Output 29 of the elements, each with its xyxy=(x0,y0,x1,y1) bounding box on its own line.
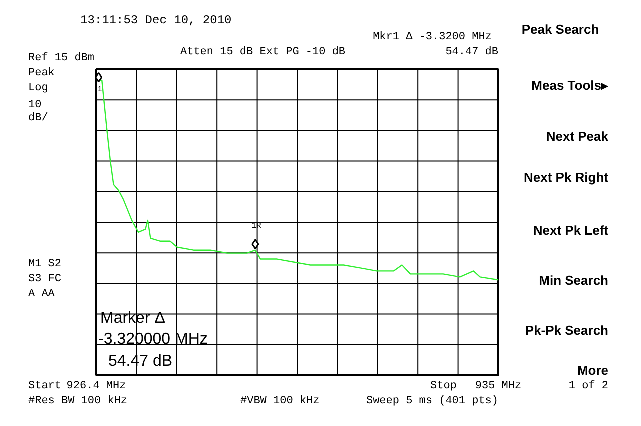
x-tick-label: 926.4 MHz xyxy=(66,380,126,392)
text: Mkr1 Δ -3.3200 MHz xyxy=(373,32,492,44)
text: #VBW 100 kHz xyxy=(240,396,320,408)
text: Meas Tools▸ xyxy=(532,78,610,93)
text: Start xyxy=(28,380,62,392)
text: More xyxy=(577,363,609,378)
text: A AA xyxy=(28,288,56,300)
text: Ref 15 dBm xyxy=(28,52,95,64)
text: 54.47 dB xyxy=(446,46,499,58)
text: 10 xyxy=(28,100,42,112)
text: 1 of 2 xyxy=(568,380,609,392)
text: 13:11:53 Dec 10, 2010 xyxy=(80,14,232,28)
text: Peak xyxy=(28,68,56,80)
text: Stop xyxy=(430,380,457,392)
text: Pk-Pk Search xyxy=(525,323,609,338)
text: Next Peak xyxy=(546,129,610,144)
text: Log xyxy=(28,82,48,94)
text: #Res BW 100 kHz xyxy=(28,396,128,408)
text: Atten 15 dB Ext PG -10 dB xyxy=(180,46,346,58)
text: Next Pk Right xyxy=(524,170,610,185)
annotation: 1 xyxy=(98,86,102,94)
x-tick-label: 935 MHz xyxy=(475,380,522,392)
text: Sweep 5 ms (401 pts) xyxy=(366,396,499,408)
text: Next Pk Left xyxy=(533,223,610,238)
text: Peak Search xyxy=(522,22,600,37)
text: Min Search xyxy=(539,273,609,288)
text: M1 S2 xyxy=(28,258,62,270)
text: dB/ xyxy=(28,112,48,124)
text: S3 FC xyxy=(28,274,62,286)
